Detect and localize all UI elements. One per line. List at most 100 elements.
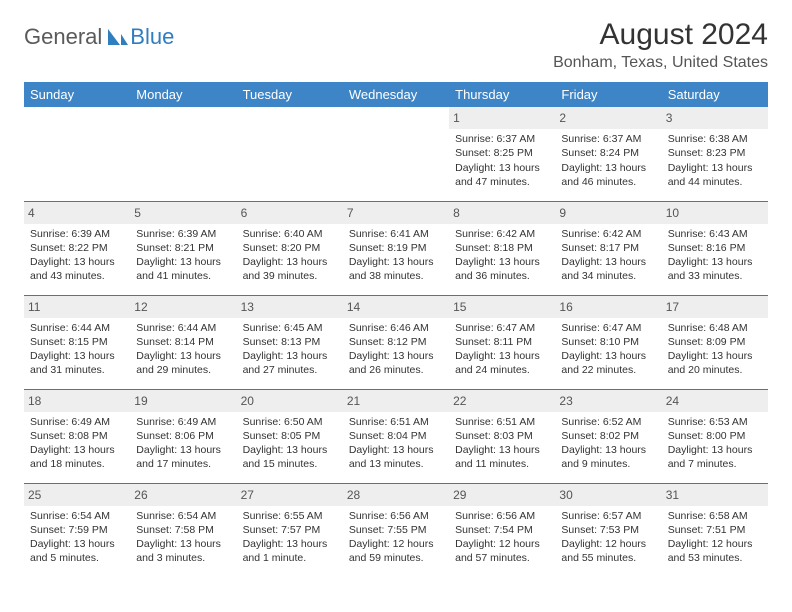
sunrise-text: Sunrise: 6:38 AM bbox=[668, 132, 762, 146]
calendar-day-cell: 30Sunrise: 6:57 AMSunset: 7:53 PMDayligh… bbox=[555, 483, 661, 577]
calendar-day-cell: 15Sunrise: 6:47 AMSunset: 8:11 PMDayligh… bbox=[449, 295, 555, 389]
sunrise-text: Sunrise: 6:48 AM bbox=[668, 321, 762, 335]
sunrise-text: Sunrise: 6:44 AM bbox=[30, 321, 124, 335]
calendar-day-cell: 23Sunrise: 6:52 AMSunset: 8:02 PMDayligh… bbox=[555, 389, 661, 483]
sunset-text: Sunset: 8:04 PM bbox=[349, 429, 443, 443]
calendar-week-row: 18Sunrise: 6:49 AMSunset: 8:08 PMDayligh… bbox=[24, 389, 768, 483]
calendar-day-cell: 14Sunrise: 6:46 AMSunset: 8:12 PMDayligh… bbox=[343, 295, 449, 389]
calendar-day-cell: 8Sunrise: 6:42 AMSunset: 8:18 PMDaylight… bbox=[449, 201, 555, 295]
daylight-text: and 26 minutes. bbox=[349, 363, 443, 377]
daylight-text: Daylight: 13 hours bbox=[349, 255, 443, 269]
calendar-day-cell: 22Sunrise: 6:51 AMSunset: 8:03 PMDayligh… bbox=[449, 389, 555, 483]
calendar-day-cell: 20Sunrise: 6:50 AMSunset: 8:05 PMDayligh… bbox=[237, 389, 343, 483]
sail-icon bbox=[106, 27, 128, 52]
location: Bonham, Texas, United States bbox=[553, 54, 768, 72]
daylight-text: Daylight: 13 hours bbox=[30, 443, 124, 457]
sunrise-text: Sunrise: 6:51 AM bbox=[349, 415, 443, 429]
day-number: 14 bbox=[343, 296, 449, 318]
daylight-text: and 44 minutes. bbox=[668, 175, 762, 189]
day-number: 30 bbox=[555, 484, 661, 506]
day-number: 21 bbox=[343, 390, 449, 412]
daylight-text: Daylight: 13 hours bbox=[668, 443, 762, 457]
day-number: 11 bbox=[24, 296, 130, 318]
daylight-text: and 53 minutes. bbox=[668, 551, 762, 565]
day-number: 24 bbox=[662, 390, 768, 412]
daylight-text: and 1 minute. bbox=[243, 551, 337, 565]
daylight-text: and 22 minutes. bbox=[561, 363, 655, 377]
sunset-text: Sunset: 8:03 PM bbox=[455, 429, 549, 443]
daylight-text: Daylight: 12 hours bbox=[455, 537, 549, 551]
sunset-text: Sunset: 8:19 PM bbox=[349, 241, 443, 255]
calendar-day-cell: 2Sunrise: 6:37 AMSunset: 8:24 PMDaylight… bbox=[555, 107, 661, 201]
sunrise-text: Sunrise: 6:37 AM bbox=[561, 132, 655, 146]
logo: General Blue bbox=[24, 24, 174, 50]
daylight-text: Daylight: 12 hours bbox=[668, 537, 762, 551]
sunrise-text: Sunrise: 6:55 AM bbox=[243, 509, 337, 523]
daylight-text: Daylight: 13 hours bbox=[30, 537, 124, 551]
daylight-text: Daylight: 13 hours bbox=[30, 255, 124, 269]
weekday-header: Tuesday bbox=[237, 82, 343, 107]
daylight-text: and 36 minutes. bbox=[455, 269, 549, 283]
calendar-day-cell: 11Sunrise: 6:44 AMSunset: 8:15 PMDayligh… bbox=[24, 295, 130, 389]
sunset-text: Sunset: 8:02 PM bbox=[561, 429, 655, 443]
sunrise-text: Sunrise: 6:47 AM bbox=[455, 321, 549, 335]
day-number: 5 bbox=[130, 202, 236, 224]
daylight-text: and 59 minutes. bbox=[349, 551, 443, 565]
daylight-text: and 11 minutes. bbox=[455, 457, 549, 471]
sunset-text: Sunset: 8:13 PM bbox=[243, 335, 337, 349]
calendar-day-cell: 31Sunrise: 6:58 AMSunset: 7:51 PMDayligh… bbox=[662, 483, 768, 577]
day-number: 18 bbox=[24, 390, 130, 412]
calendar-day-cell: 4Sunrise: 6:39 AMSunset: 8:22 PMDaylight… bbox=[24, 201, 130, 295]
daylight-text: Daylight: 13 hours bbox=[668, 255, 762, 269]
calendar-day-cell: 16Sunrise: 6:47 AMSunset: 8:10 PMDayligh… bbox=[555, 295, 661, 389]
sunset-text: Sunset: 8:24 PM bbox=[561, 146, 655, 160]
day-number: 31 bbox=[662, 484, 768, 506]
daylight-text: Daylight: 13 hours bbox=[455, 255, 549, 269]
calendar-day-cell: 12Sunrise: 6:44 AMSunset: 8:14 PMDayligh… bbox=[130, 295, 236, 389]
sunrise-text: Sunrise: 6:44 AM bbox=[136, 321, 230, 335]
calendar-day-cell: 17Sunrise: 6:48 AMSunset: 8:09 PMDayligh… bbox=[662, 295, 768, 389]
daylight-text: Daylight: 13 hours bbox=[243, 255, 337, 269]
day-number: 9 bbox=[555, 202, 661, 224]
calendar-week-row: 25Sunrise: 6:54 AMSunset: 7:59 PMDayligh… bbox=[24, 483, 768, 577]
sunrise-text: Sunrise: 6:43 AM bbox=[668, 227, 762, 241]
calendar-day-cell: 26Sunrise: 6:54 AMSunset: 7:58 PMDayligh… bbox=[130, 483, 236, 577]
daylight-text: Daylight: 13 hours bbox=[561, 443, 655, 457]
sunset-text: Sunset: 8:14 PM bbox=[136, 335, 230, 349]
sunset-text: Sunset: 8:22 PM bbox=[30, 241, 124, 255]
daylight-text: and 7 minutes. bbox=[668, 457, 762, 471]
sunrise-text: Sunrise: 6:39 AM bbox=[136, 227, 230, 241]
daylight-text: and 27 minutes. bbox=[243, 363, 337, 377]
sunset-text: Sunset: 8:16 PM bbox=[668, 241, 762, 255]
daylight-text: Daylight: 13 hours bbox=[668, 161, 762, 175]
sunset-text: Sunset: 7:55 PM bbox=[349, 523, 443, 537]
calendar-day-cell: 19Sunrise: 6:49 AMSunset: 8:06 PMDayligh… bbox=[130, 389, 236, 483]
sunrise-text: Sunrise: 6:56 AM bbox=[349, 509, 443, 523]
day-number: 10 bbox=[662, 202, 768, 224]
sunset-text: Sunset: 8:15 PM bbox=[30, 335, 124, 349]
calendar-week-row: 1Sunrise: 6:37 AMSunset: 8:25 PMDaylight… bbox=[24, 107, 768, 201]
daylight-text: Daylight: 13 hours bbox=[136, 537, 230, 551]
daylight-text: Daylight: 13 hours bbox=[561, 349, 655, 363]
day-number: 25 bbox=[24, 484, 130, 506]
sunset-text: Sunset: 8:21 PM bbox=[136, 241, 230, 255]
daylight-text: Daylight: 13 hours bbox=[561, 161, 655, 175]
daylight-text: and 17 minutes. bbox=[136, 457, 230, 471]
daylight-text: and 39 minutes. bbox=[243, 269, 337, 283]
day-number: 4 bbox=[24, 202, 130, 224]
daylight-text: and 47 minutes. bbox=[455, 175, 549, 189]
calendar-day-cell: 6Sunrise: 6:40 AMSunset: 8:20 PMDaylight… bbox=[237, 201, 343, 295]
calendar-day-cell: 28Sunrise: 6:56 AMSunset: 7:55 PMDayligh… bbox=[343, 483, 449, 577]
daylight-text: and 9 minutes. bbox=[561, 457, 655, 471]
sunset-text: Sunset: 7:51 PM bbox=[668, 523, 762, 537]
sunrise-text: Sunrise: 6:52 AM bbox=[561, 415, 655, 429]
weekday-header: Thursday bbox=[449, 82, 555, 107]
day-number: 7 bbox=[343, 202, 449, 224]
calendar-day-cell bbox=[237, 107, 343, 201]
calendar-day-cell: 5Sunrise: 6:39 AMSunset: 8:21 PMDaylight… bbox=[130, 201, 236, 295]
sunset-text: Sunset: 8:00 PM bbox=[668, 429, 762, 443]
sunrise-text: Sunrise: 6:56 AM bbox=[455, 509, 549, 523]
calendar-week-row: 4Sunrise: 6:39 AMSunset: 8:22 PMDaylight… bbox=[24, 201, 768, 295]
day-number: 3 bbox=[662, 107, 768, 129]
daylight-text: Daylight: 13 hours bbox=[136, 443, 230, 457]
